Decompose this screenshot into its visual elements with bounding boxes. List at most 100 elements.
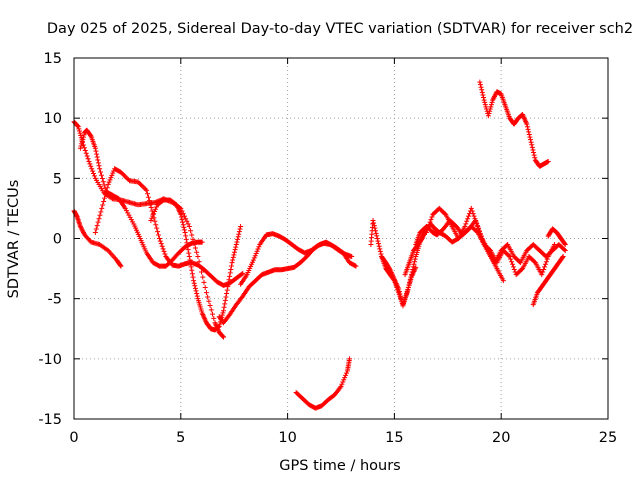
data-point-marker [377,248,383,254]
data-point-marker [526,131,532,137]
data-point-marker [552,242,558,248]
data-point-marker [97,166,103,172]
data-point-marker [464,218,470,224]
data-point-marker [219,312,225,318]
plot-marks [71,79,568,411]
data-point-marker [489,99,495,105]
series-track-l [423,205,558,278]
data-point-marker [78,143,84,149]
data-point-marker [510,264,516,270]
data-point-marker [118,263,124,269]
data-point-marker [100,179,106,185]
data-point-marker [343,372,349,378]
data-point-marker [235,234,241,240]
data-point-marker [524,121,530,127]
data-point-marker [232,247,238,253]
y-axis-label: SDTVAR / TECUs [6,180,22,299]
series-track-g [238,231,359,287]
data-point-marker [562,248,568,254]
data-point-marker [527,137,533,143]
data-point-marker [107,177,113,183]
data-point-marker [478,84,484,90]
data-point-marker [80,134,86,140]
data-point-marker [102,192,108,198]
data-point-marker [542,261,548,267]
data-point-marker [110,170,116,176]
data-point-marker [103,188,109,194]
data-point-marker [76,126,82,132]
data-point-marker [481,97,487,103]
data-point-marker [468,205,474,211]
x-tick-label: 25 [599,430,617,446]
data-point-marker [147,201,153,207]
data-point-marker [191,280,197,286]
data-point-marker [183,233,189,239]
data-point-marker [208,307,214,313]
y-tick-label: -5 [48,292,62,308]
data-point-marker [519,266,525,272]
data-point-marker [100,202,106,208]
data-point-marker [95,219,101,225]
data-point-marker [91,171,97,177]
data-point-marker [372,228,378,234]
data-point-marker [428,217,434,223]
tick-labels: 0 5 10 15 20 25 -15 -10 -5 0 5 10 15 [38,51,617,446]
data-point-marker [181,224,187,230]
data-point-marker [477,82,483,88]
data-point-marker [511,266,517,272]
data-point-marker [94,223,100,229]
data-point-marker [99,176,105,182]
data-point-marker [479,87,485,93]
data-point-marker [92,145,98,151]
data-point-marker [188,260,194,266]
data-point-marker [92,229,98,235]
data-point-marker [192,283,198,289]
data-point-marker [151,211,157,217]
data-point-marker [91,173,97,179]
data-point-marker [75,124,81,130]
data-point-marker [94,154,100,160]
data-point-marker [221,308,227,314]
data-point-marker [530,147,536,153]
data-point-marker [154,225,160,231]
data-point-marker [349,254,355,260]
x-tick-label: 10 [278,430,296,446]
data-point-marker [149,208,155,214]
data-point-marker [480,92,486,98]
data-point-marker [180,219,186,225]
data-point-marker [487,106,493,112]
data-point-marker [528,139,534,145]
data-point-marker [145,191,151,197]
data-point-marker [527,134,533,140]
data-point-marker [79,139,85,145]
data-point-marker [529,142,535,148]
data-point-marker [95,160,101,166]
data-point-marker [378,251,384,257]
data-point-marker [217,321,223,327]
data-point-marker [561,247,567,253]
data-point-marker [148,217,154,223]
data-point-marker [182,229,188,235]
data-point-marker [542,264,548,270]
data-point-marker [97,212,103,218]
data-point-marker [192,245,198,251]
data-point-marker [77,145,83,151]
data-point-marker [562,241,568,247]
data-point-marker [93,148,99,154]
data-point-marker [104,185,110,191]
data-point-marker [157,238,163,244]
data-point-marker [223,294,229,300]
data-point-marker [87,132,93,138]
x-tick-label: 5 [176,430,185,446]
data-point-marker [194,249,200,255]
x-tick-label: 20 [492,430,510,446]
data-point-marker [233,242,239,248]
data-point-marker [531,259,537,265]
data-point-marker [531,152,537,158]
data-point-marker [187,257,193,263]
axis-ticks [73,57,609,420]
y-tick-label: 15 [44,51,62,67]
data-point-marker [479,89,485,95]
